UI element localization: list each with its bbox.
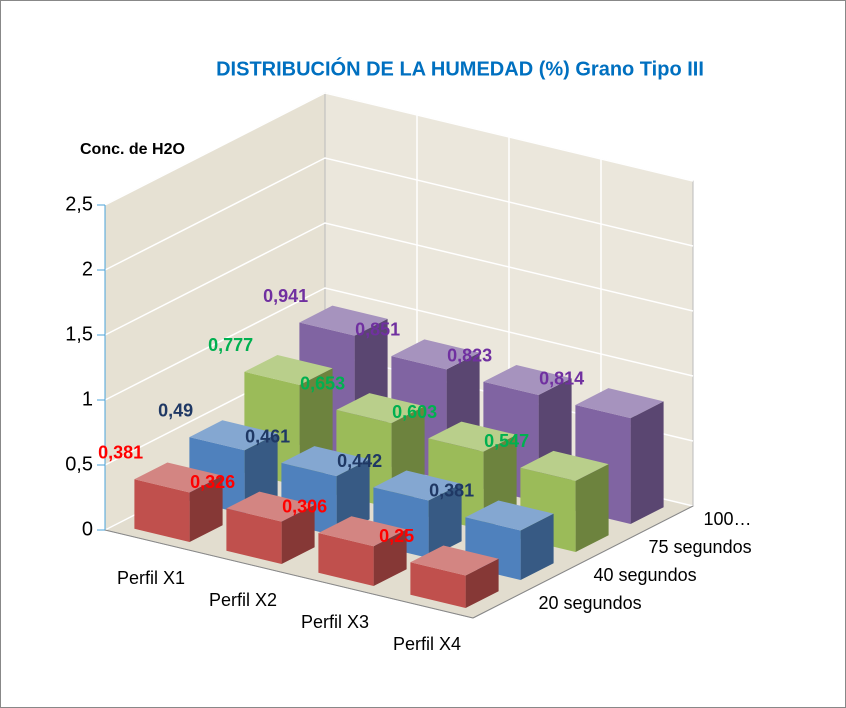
- data-label: 0,381: [429, 481, 474, 501]
- bar-top: [281, 446, 370, 477]
- bar-top: [373, 470, 462, 501]
- bar-top: [299, 305, 388, 336]
- bar-front: [410, 562, 466, 608]
- bar-top: [336, 393, 425, 424]
- y-tick-label: 1,5: [65, 323, 93, 345]
- bar-top: [189, 420, 278, 451]
- bar-top: [483, 365, 572, 396]
- data-label: 0,823: [447, 345, 492, 365]
- bar-side: [465, 558, 499, 608]
- data-label: 0,306: [282, 496, 327, 516]
- data-label: 0,814: [539, 368, 584, 388]
- data-label: 0,25: [379, 526, 414, 546]
- depth-tick-label: 20 segundos: [539, 593, 642, 613]
- grid-line: [104, 222, 694, 336]
- y-tick-label: 2,5: [65, 193, 93, 215]
- x-tick-label: Perfil X4: [392, 634, 462, 654]
- bar-side: [244, 433, 278, 514]
- data-label: 0,442: [337, 451, 382, 471]
- bar-side: [281, 504, 315, 564]
- bar-top: [428, 421, 517, 452]
- x-tick-label: Perfil X3: [300, 612, 370, 632]
- depth-tick-label: 75 segundos: [649, 537, 752, 557]
- bar-top: [575, 388, 664, 419]
- grid-line: [104, 157, 694, 271]
- bar-side: [336, 459, 370, 536]
- bar-top: [244, 354, 333, 385]
- x-tick-label: Perfil X1: [116, 568, 186, 588]
- bar-top: [410, 545, 499, 576]
- y-tick-label: 2: [82, 258, 93, 280]
- bar-front: [226, 508, 282, 564]
- y-tick-label: 0,5: [65, 453, 93, 475]
- depth-tick-label: 40 segundos: [594, 565, 697, 585]
- bar-side: [189, 475, 223, 542]
- depth-tick-label: 100…: [704, 509, 752, 529]
- y-axis-label: Conc. de H2O: [80, 141, 185, 158]
- data-label: 0,777: [208, 335, 253, 355]
- data-label: 0,603: [392, 402, 437, 422]
- data-label: 0,653: [300, 373, 345, 393]
- bar-top: [391, 339, 480, 370]
- y-tick-label: 0: [82, 518, 93, 540]
- bar-top: [134, 462, 223, 493]
- bar-side: [575, 464, 609, 552]
- depth-axis: [472, 505, 694, 619]
- grid-line: [104, 92, 694, 206]
- bar-side: [520, 513, 554, 580]
- data-label: 0,381: [98, 443, 143, 463]
- y-tick-label: 1: [82, 388, 93, 410]
- bar-top: [226, 491, 315, 522]
- bar-top: [465, 500, 554, 531]
- data-label: 0,941: [263, 286, 308, 306]
- data-label: 0,547: [484, 431, 529, 451]
- grid-line: [104, 287, 694, 401]
- chart-title: DISTRIBUCIÓN DE LA HUMEDAD (%) Grano Tip…: [216, 56, 704, 80]
- bar-side: [428, 483, 462, 558]
- data-label: 0,461: [245, 426, 290, 446]
- bar-side: [630, 401, 664, 524]
- bar-front: [134, 479, 190, 542]
- bar-top: [318, 516, 407, 547]
- x-tick-label: Perfil X2: [208, 590, 278, 610]
- bar-front: [318, 533, 374, 586]
- data-label: 0,49: [158, 401, 193, 421]
- bar-top: [520, 450, 609, 481]
- bar-side: [373, 529, 407, 586]
- data-label: 0,326: [190, 472, 235, 492]
- x-axis: [104, 529, 474, 619]
- data-label: 0,851: [355, 320, 400, 340]
